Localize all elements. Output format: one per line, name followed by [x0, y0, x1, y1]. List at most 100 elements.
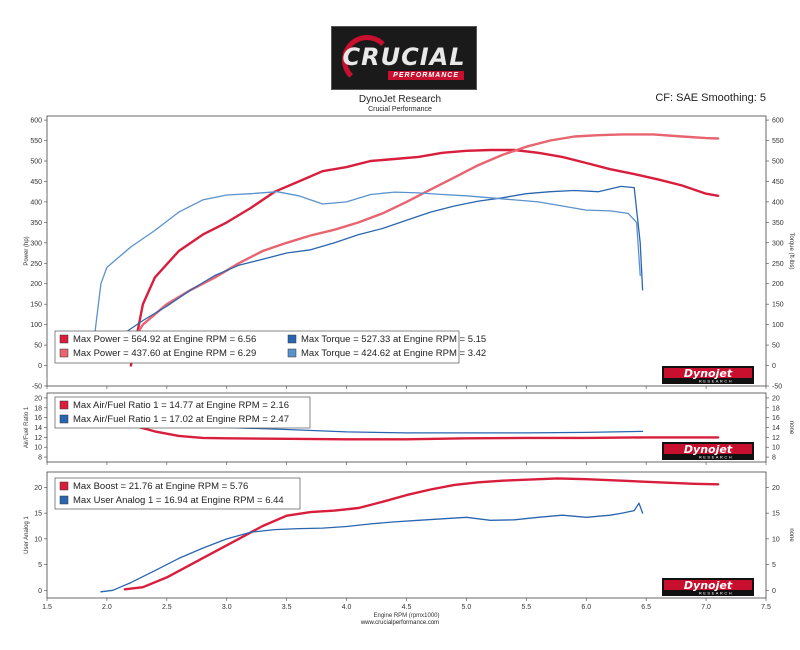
y-axis-label: User Analog 1: [24, 515, 30, 553]
y-tick-label-right: 14: [772, 425, 780, 432]
y-tick-label-right: 600: [772, 118, 784, 125]
y-tick-label-right: 12: [772, 435, 780, 442]
y-tick-label: 300: [30, 240, 42, 247]
y-tick-label: 250: [30, 261, 42, 268]
x-tick-label: 4.0: [342, 604, 352, 611]
legend-swatch: [59, 481, 69, 491]
y-axis-label-right: none: [788, 528, 794, 542]
dynojet-badge-stripe: [664, 444, 752, 454]
y-tick-label: 16: [34, 415, 42, 422]
legend-entry: Max Power = 564.92 at Engine RPM = 6.56: [73, 334, 256, 345]
y-tick-label: 0: [38, 588, 42, 595]
chart-header-title: DynoJet Research: [358, 94, 442, 105]
x-tick-label: 7.5: [761, 604, 771, 611]
y-tick-label: 14: [34, 425, 42, 432]
logo-word: CRUCIAL: [342, 43, 466, 71]
x-tick-label: 4.5: [402, 604, 412, 611]
series-line-3: [100, 185, 644, 350]
y-tick-label-right: 500: [772, 159, 784, 166]
x-tick-label: 5.5: [521, 604, 531, 611]
y-tick-label: 20: [34, 395, 42, 402]
logo-sub: PERFORMANCE: [388, 71, 464, 80]
y-tick-label-right: 15: [772, 511, 780, 518]
y-axis-label-right: none: [788, 421, 794, 435]
series-line-2: [100, 502, 644, 593]
dynojet-badge-stripe: [664, 368, 752, 378]
y-tick-label: 15: [34, 511, 42, 518]
legend-swatch: [59, 495, 69, 505]
x-tick-label: 6.0: [581, 604, 591, 611]
y-tick-label-right: 10: [772, 445, 780, 452]
y-tick-label: 0: [38, 363, 42, 370]
y-axis-label: Power (hp): [24, 236, 30, 265]
legend-swatch: [59, 400, 69, 410]
y-tick-label-right: 0: [772, 588, 776, 595]
y-tick-label: 550: [30, 138, 42, 145]
y-tick-label-right: 450: [772, 179, 784, 186]
x-tick-label: 2.5: [162, 604, 172, 611]
x-tick-label: 3.5: [282, 604, 292, 611]
legend-entry: Max Air/Fuel Ratio 1 = 14.77 at Engine R…: [73, 400, 289, 411]
x-tick-label: 5.0: [462, 604, 472, 611]
legend-entry: Max Torque = 424.62 at Engine RPM = 3.42: [301, 348, 486, 359]
y-axis-label-right: Torque (ft·lbs): [788, 232, 794, 269]
y-tick-label: 150: [30, 302, 42, 309]
y-tick-label-right: 200: [772, 281, 784, 288]
y-tick-label-right: 300: [772, 240, 784, 247]
logo-swoosh-icon: [342, 35, 392, 85]
series-line-1: [129, 148, 720, 367]
y-tick-label-right: 8: [772, 455, 776, 462]
x-tick-label: 3.0: [222, 604, 232, 611]
y-tick-label-right: 50: [772, 343, 780, 350]
legend-box: [54, 330, 460, 364]
y-tick-label-right: 100: [772, 322, 784, 329]
y-tick-label: -50: [32, 384, 42, 391]
legend-entry: Max Boost = 21.76 at Engine RPM = 5.76: [73, 481, 248, 492]
y-tick-label-right: 5: [772, 562, 776, 569]
y-tick-label: 18: [34, 405, 42, 412]
y-tick-label: 20: [34, 485, 42, 492]
y-tick-label: 100: [30, 322, 42, 329]
series-line-2: [123, 133, 720, 355]
y-tick-label: 500: [30, 159, 42, 166]
dynojet-badge-text: Dynojet: [684, 367, 733, 380]
y-tick-label-right: 150: [772, 302, 784, 309]
crucial-logo: CRUCIAL PERFORMANCE: [331, 26, 477, 90]
legend-box: [54, 477, 301, 510]
y-tick-label: 600: [30, 118, 42, 125]
series-line-4: [94, 191, 641, 334]
y-tick-label-right: 20: [772, 395, 780, 402]
y-tick-label: 450: [30, 179, 42, 186]
chart-header-subtitle: Crucial Performance: [368, 106, 432, 113]
panel-boost: 0 0 5 5 10 10 15 15 20 20 User Analog 1 none 1.5 2.0 2…: [24, 471, 794, 619]
dynojet-badge-sub: RESEARCH: [699, 591, 733, 596]
y-axis-label: Air/Fuel Ratio 1: [24, 406, 30, 448]
correction-factor-text: CF: SAE Smoothing: 5: [655, 92, 766, 104]
y-tick-label-right: 20: [772, 485, 780, 492]
series-line-1: [123, 477, 720, 591]
y-tick-label: 5: [38, 562, 42, 569]
y-tick-label-right: 16: [772, 415, 780, 422]
legend-swatch: [59, 414, 69, 424]
y-tick-label: 350: [30, 220, 42, 227]
legend-entry: Max Air/Fuel Ratio 1 = 17.02 at Engine R…: [73, 414, 289, 425]
dynojet-badge-text: Dynojet: [684, 579, 733, 592]
y-tick-label: 10: [34, 445, 42, 452]
x-tick-label: 6.5: [641, 604, 651, 611]
y-tick-label-right: 400: [772, 199, 784, 206]
x-axis-label: Engine RPM (rpmx1000): [373, 613, 439, 619]
y-tick-label-right: 350: [772, 220, 784, 227]
legend-entry: Max Power = 437.60 at Engine RPM = 6.29: [73, 348, 256, 359]
panel-power: -50 -50 0 0 50 50 100 100 150 150 200 200 250 250 300 3…: [24, 115, 794, 391]
dynojet-badge-stripe: [664, 580, 752, 590]
y-tick-label: 200: [30, 281, 42, 288]
y-tick-label-right: 10: [772, 536, 780, 543]
footer-url: www.crucialperformance.com: [360, 620, 440, 626]
y-tick-label-right: 250: [772, 261, 784, 268]
y-tick-label-right: -50: [772, 384, 782, 391]
y-tick-label: 50: [34, 343, 42, 350]
series-line-1: [124, 422, 720, 441]
legend-entry: Max User Analog 1 = 16.94 at Engine RPM …: [73, 495, 284, 506]
x-tick-label: 2.0: [102, 604, 112, 611]
